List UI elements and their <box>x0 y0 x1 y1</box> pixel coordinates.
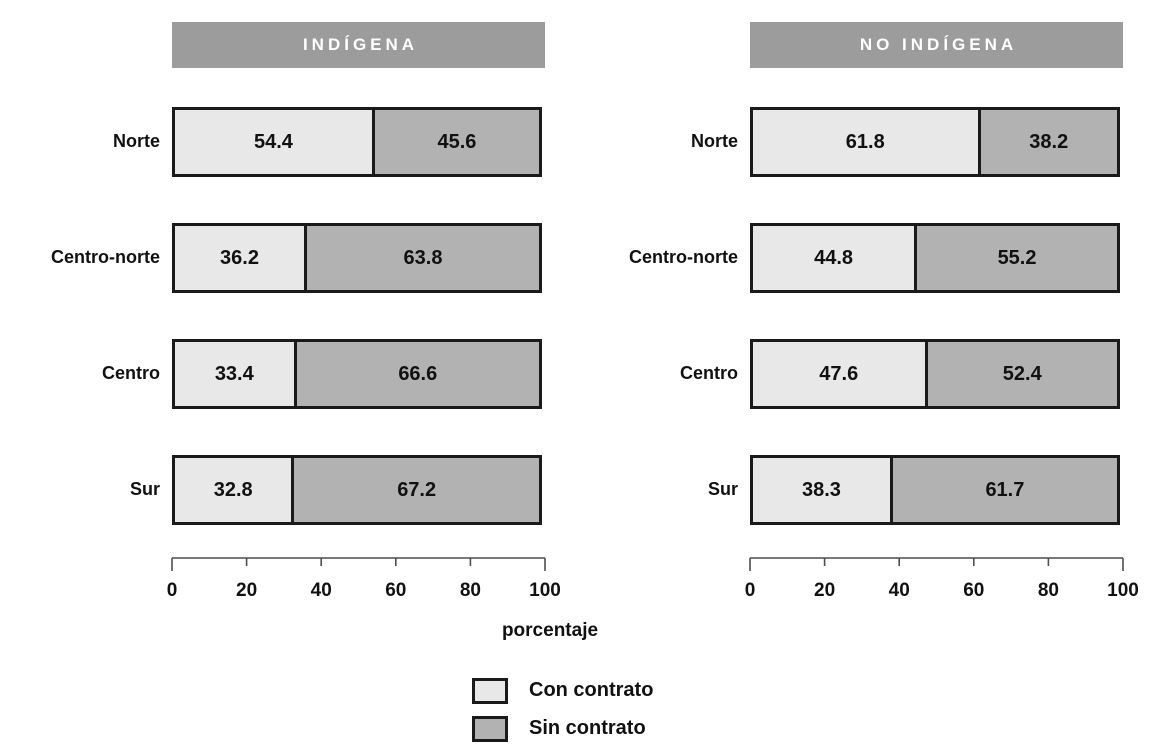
stacked-bar: 44.8 55.2 <box>750 223 1123 293</box>
bar-segment-sin-contrato: 55.2 <box>914 223 1120 293</box>
chart-row: Centro 47.6 52.4 <box>586 339 1146 409</box>
category-label: Centro <box>680 363 738 384</box>
stacked-bar: 54.4 45.6 <box>172 107 545 177</box>
chart-row: Norte 61.8 38.2 <box>586 107 1146 177</box>
value-label: 54.4 <box>253 130 293 153</box>
stacked-bar: 47.6 52.4 <box>750 339 1123 409</box>
stacked-bar: 61.8 38.2 <box>750 107 1123 177</box>
legend-label: Sin contrato <box>529 717 646 739</box>
bar-segment-con-contrato: 44.8 <box>750 223 918 293</box>
x-tick-label: 80 <box>460 580 481 601</box>
value-label: 36.2 <box>220 246 259 269</box>
x-tick-label: 40 <box>311 580 332 601</box>
chart-row: Norte 54.4 45.6 <box>8 107 568 177</box>
bar-segment-con-contrato: 38.3 <box>750 455 893 525</box>
stacked-bar: 38.3 61.7 <box>750 455 1123 525</box>
legend-swatch-sin-contrato <box>472 715 508 742</box>
bar-segment-sin-contrato: 66.6 <box>293 339 542 409</box>
value-label: 66.6 <box>398 362 438 385</box>
bar-segment-con-contrato: 54.4 <box>172 107 375 177</box>
value-label: 32.8 <box>213 478 253 501</box>
x-tick-label: 0 <box>745 580 756 601</box>
facet-header-indigena: INDÍGENA <box>172 22 545 68</box>
x-axis-title: porcentaje <box>501 620 599 641</box>
x-tick-label: 0 <box>167 580 178 601</box>
legend-label: Con contrato <box>529 679 654 701</box>
value-label: 47.6 <box>819 362 859 385</box>
bar-segment-sin-contrato: 67.2 <box>291 455 542 525</box>
facet-rows: Norte 54.4 45.6 Centro-norte 36.2 63.8 Centro 3… <box>8 107 568 525</box>
value-label: 38.2 <box>1029 130 1069 153</box>
bar-segment-sin-contrato: 61.7 <box>889 455 1120 525</box>
category-label: Centro <box>102 363 160 384</box>
x-tick-label: 20 <box>236 580 257 601</box>
value-label: 67.2 <box>397 478 437 501</box>
category-label: Norte <box>112 131 160 152</box>
legend-item-sin-contrato: Sin contrato <box>472 715 653 742</box>
chart-row: Centro-norte 44.8 55.2 <box>586 223 1146 293</box>
bar-segment-con-contrato: 36.2 <box>172 223 308 293</box>
bar-segment-sin-contrato: 63.8 <box>304 223 542 293</box>
value-label: 55.2 <box>997 246 1037 269</box>
category-label: Sur <box>129 479 160 500</box>
x-tick-label: 60 <box>385 580 406 601</box>
category-label: Centro-norte <box>51 247 160 268</box>
facet-title: INDÍGENA <box>302 35 419 54</box>
category-label: Sur <box>707 479 738 500</box>
chart-row: Centro-norte 36.2 63.8 <box>8 223 568 293</box>
chart-row: Sur 32.8 67.2 <box>8 455 568 525</box>
x-tick-label: 80 <box>1038 580 1059 601</box>
x-tick-label: 100 <box>529 580 561 601</box>
legend: Con contrato Sin contrato <box>472 677 653 742</box>
chart-row: Centro 33.4 66.6 <box>8 339 568 409</box>
value-label: 61.7 <box>985 478 1025 501</box>
bar-segment-sin-contrato: 38.2 <box>977 107 1120 177</box>
x-axis: 0 20 40 60 80 100 <box>167 557 561 601</box>
chart-row: Sur 38.3 61.7 <box>586 455 1146 525</box>
category-label: Centro-norte <box>629 247 738 268</box>
legend-swatch-con-contrato <box>472 677 508 704</box>
x-axis: 0 20 40 60 80 100 <box>745 557 1139 601</box>
x-tick-label: 60 <box>963 580 984 601</box>
x-tick-label: 100 <box>1107 580 1139 601</box>
value-label: 38.3 <box>801 478 841 501</box>
category-label: Norte <box>690 131 738 152</box>
bar-segment-con-contrato: 61.8 <box>750 107 981 177</box>
value-label: 61.8 <box>845 130 885 153</box>
value-label: 52.4 <box>1002 362 1042 385</box>
bar-segment-sin-contrato: 52.4 <box>924 339 1120 409</box>
bar-segment-sin-contrato: 45.6 <box>371 107 542 177</box>
facet-indigena: INDÍGENA Norte 54.4 45.6 Centro-norte 36.2 63… <box>8 0 568 601</box>
facet-rows: Norte 61.8 38.2 Centro-norte 44.8 55.2 Centro 4… <box>586 107 1146 525</box>
facet-header-no-indigena: NO INDÍGENA <box>750 22 1123 68</box>
stacked-bar: 33.4 66.6 <box>172 339 545 409</box>
facet-no-indigena: NO INDÍGENA Norte 61.8 38.2 Centro-norte 44.… <box>586 0 1146 601</box>
bar-segment-con-contrato: 47.6 <box>750 339 928 409</box>
value-label: 44.8 <box>814 246 854 269</box>
bar-segment-con-contrato: 32.8 <box>172 455 295 525</box>
legend-item-con-contrato: Con contrato <box>472 677 653 704</box>
stacked-bar: 36.2 63.8 <box>172 223 545 293</box>
value-label: 63.8 <box>403 246 443 269</box>
x-tick-label: 40 <box>889 580 910 601</box>
value-label: 45.6 <box>437 130 477 153</box>
stacked-bar: 32.8 67.2 <box>172 455 545 525</box>
value-label: 33.4 <box>214 362 254 385</box>
x-tick-label: 20 <box>814 580 835 601</box>
bar-segment-con-contrato: 33.4 <box>172 339 297 409</box>
facet-title: NO INDÍGENA <box>859 35 1018 54</box>
